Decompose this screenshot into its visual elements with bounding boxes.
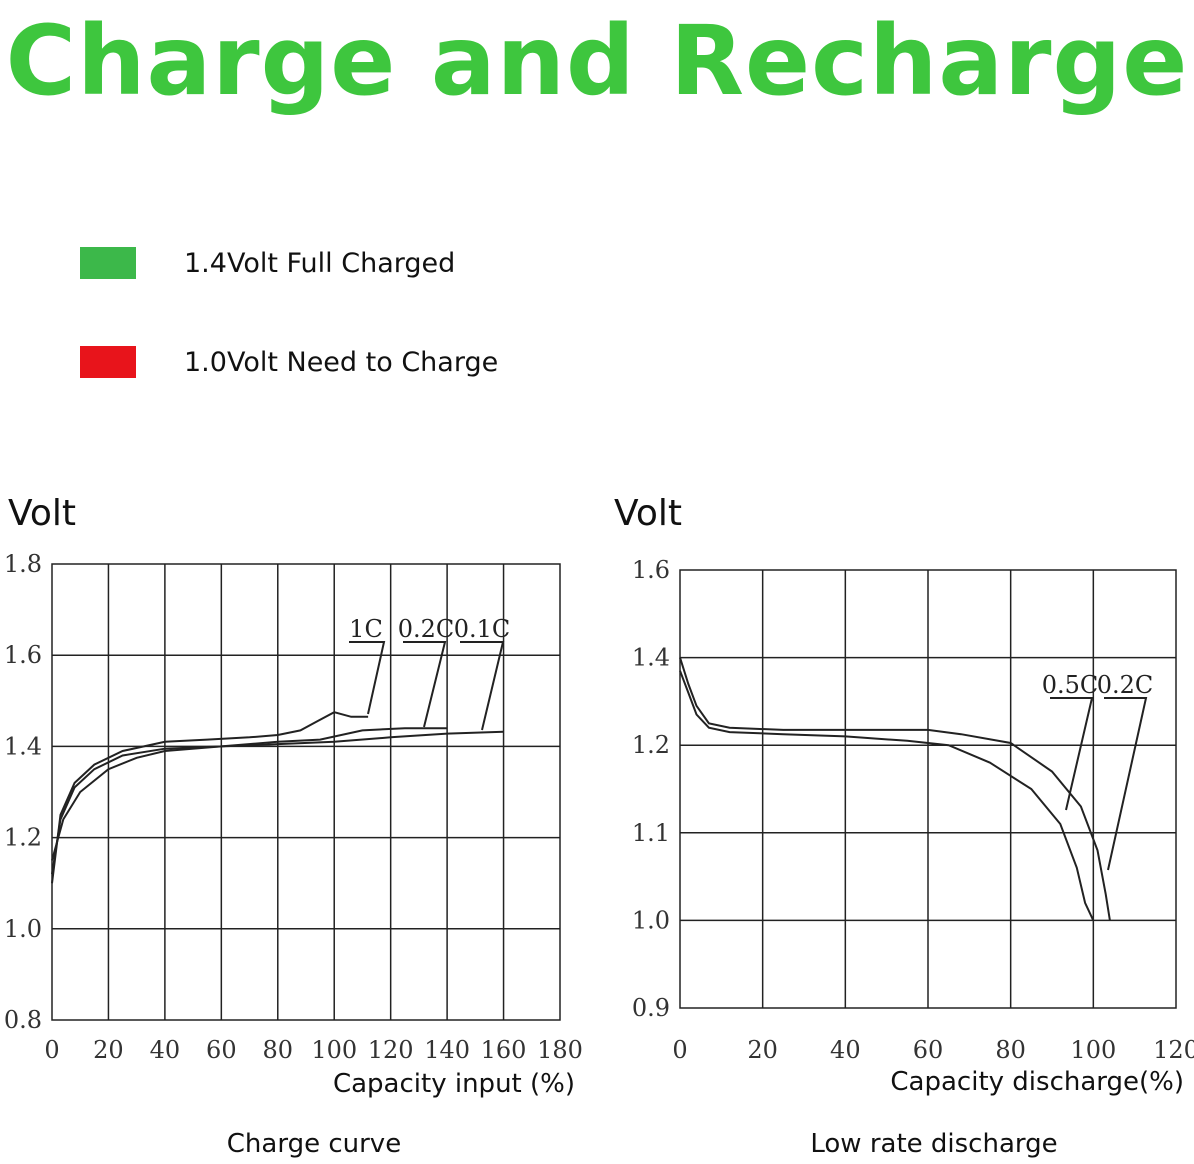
- plot-frame: [51, 563, 561, 1021]
- x-tick-label: 20: [93, 1036, 124, 1064]
- y-tick-label: 1.6: [632, 556, 670, 584]
- series-line-0-1C: [51, 730, 504, 861]
- series-label: 1C: [349, 615, 383, 643]
- x-tick-label: 40: [830, 1036, 861, 1064]
- series-line-1C: [51, 711, 369, 884]
- legend-item-empty: 1.0Volt Need to Charge: [80, 342, 498, 382]
- y-tick-label: 0.9: [632, 994, 670, 1022]
- x-tick-label: 60: [913, 1036, 944, 1064]
- x-tick-label: 100: [1070, 1036, 1116, 1064]
- x-tick-label: 60: [206, 1036, 237, 1064]
- y-tick-label: 1.1: [632, 819, 670, 847]
- y-axis-title: Volt: [8, 493, 76, 534]
- legend-item-full: 1.4Volt Full Charged: [80, 243, 455, 283]
- y-tick-label: 1.0: [4, 915, 42, 943]
- x-tick-label: 140: [424, 1036, 470, 1064]
- legend-label-full: 1.4Volt Full Charged: [184, 247, 456, 279]
- y-tick-label: 1.2: [632, 731, 670, 759]
- series-line-0-2C: [51, 727, 448, 875]
- charge-curve-chart: 1.8 1.6 1.4 1.2 1.0 0.80 20 40 60 80 100 120 140 160 1…: [4, 493, 583, 1159]
- series-leader-line: [460, 641, 505, 731]
- x-tick-label: 40: [150, 1036, 181, 1064]
- series-label: 0.1C: [454, 615, 511, 643]
- y-tick-label: 1.8: [4, 550, 42, 578]
- x-axis-title: Capacity discharge(%): [890, 1067, 1184, 1097]
- y-tick-label: 1.4: [632, 644, 670, 672]
- x-tick-label: 0: [44, 1036, 59, 1064]
- x-tick-label: 120: [368, 1036, 414, 1064]
- series-line-0-2C: [679, 657, 1111, 921]
- series-label: 0.5C: [1042, 671, 1099, 699]
- discharge-curve-chart: 1.6 1.4 1.2 1.1 1.0 0.90 20 40 60 80 100 120 Volt Cap…: [614, 493, 1194, 1159]
- chart-caption: Charge curve: [227, 1129, 401, 1159]
- x-tick-label: 0: [672, 1036, 687, 1064]
- legend-swatch-green: [80, 247, 136, 279]
- x-tick-label: 80: [263, 1036, 294, 1064]
- x-axis-title: Capacity input (%): [333, 1069, 575, 1099]
- x-tick-label: 20: [747, 1036, 778, 1064]
- y-tick-label: 0.8: [4, 1006, 42, 1034]
- series-label: 0.2C: [398, 615, 455, 643]
- y-tick-label: 1.6: [4, 641, 42, 669]
- y-tick-label: 1.2: [4, 824, 42, 852]
- headline: Charge and Recharge: [5, 5, 1189, 117]
- x-tick-label: 100: [311, 1036, 357, 1064]
- x-tick-label: 160: [481, 1036, 527, 1064]
- series-leader-line: [1104, 697, 1148, 871]
- series-leader-line: [1050, 697, 1094, 811]
- y-axis-title: Volt: [614, 493, 682, 534]
- x-tick-label: 120: [1153, 1036, 1194, 1064]
- series-line-0-5C: [679, 670, 1095, 921]
- chart-caption: Low rate discharge: [810, 1129, 1057, 1159]
- series-label: 0.2C: [1097, 671, 1154, 699]
- y-tick-label: 1.0: [632, 906, 670, 934]
- series-leader-line: [349, 641, 386, 715]
- legend-label-empty: 1.0Volt Need to Charge: [184, 346, 499, 378]
- legend-swatch-red: [80, 346, 136, 378]
- x-tick-label: 80: [995, 1036, 1026, 1064]
- y-tick-label: 1.4: [4, 732, 42, 760]
- series-leader-line: [403, 641, 447, 728]
- x-tick-label: 180: [537, 1036, 583, 1064]
